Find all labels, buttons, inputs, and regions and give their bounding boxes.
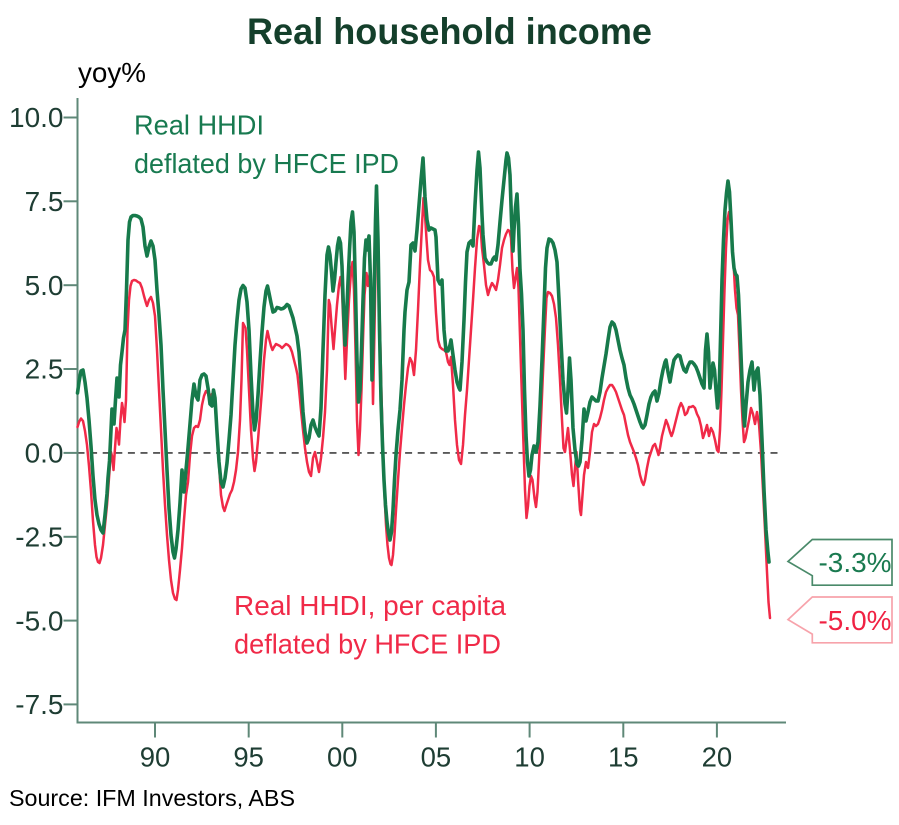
- svg-text:20: 20: [702, 742, 733, 773]
- svg-text:10: 10: [514, 742, 545, 773]
- svg-text:5.0: 5.0: [25, 270, 64, 301]
- svg-text:deflated by HFCE IPD: deflated by HFCE IPD: [234, 629, 501, 660]
- svg-text:-2.5: -2.5: [15, 522, 63, 553]
- svg-text:-5.0%: -5.0%: [819, 605, 892, 636]
- svg-text:7.5: 7.5: [25, 186, 64, 217]
- svg-text:00: 00: [327, 742, 358, 773]
- svg-text:10.0: 10.0: [9, 102, 64, 133]
- svg-text:Real household income: Real household income: [247, 11, 652, 52]
- svg-text:-3.3%: -3.3%: [819, 547, 892, 578]
- svg-text:95: 95: [233, 742, 264, 773]
- svg-text:05: 05: [421, 742, 452, 773]
- svg-text:-5.0: -5.0: [15, 605, 63, 636]
- svg-text:90: 90: [140, 742, 171, 773]
- svg-text:deflated by HFCE IPD: deflated by HFCE IPD: [134, 148, 399, 179]
- svg-text:0.0: 0.0: [25, 438, 64, 469]
- svg-text:Source: IFM Investors, ABS: Source: IFM Investors, ABS: [9, 785, 295, 811]
- svg-text:2.5: 2.5: [25, 354, 64, 385]
- svg-text:Real HHDI, per capita: Real HHDI, per capita: [234, 590, 507, 621]
- svg-text:15: 15: [608, 742, 639, 773]
- svg-text:yoy%: yoy%: [78, 57, 146, 88]
- svg-text:-7.5: -7.5: [15, 689, 63, 720]
- svg-text:Real HHDI: Real HHDI: [134, 110, 264, 141]
